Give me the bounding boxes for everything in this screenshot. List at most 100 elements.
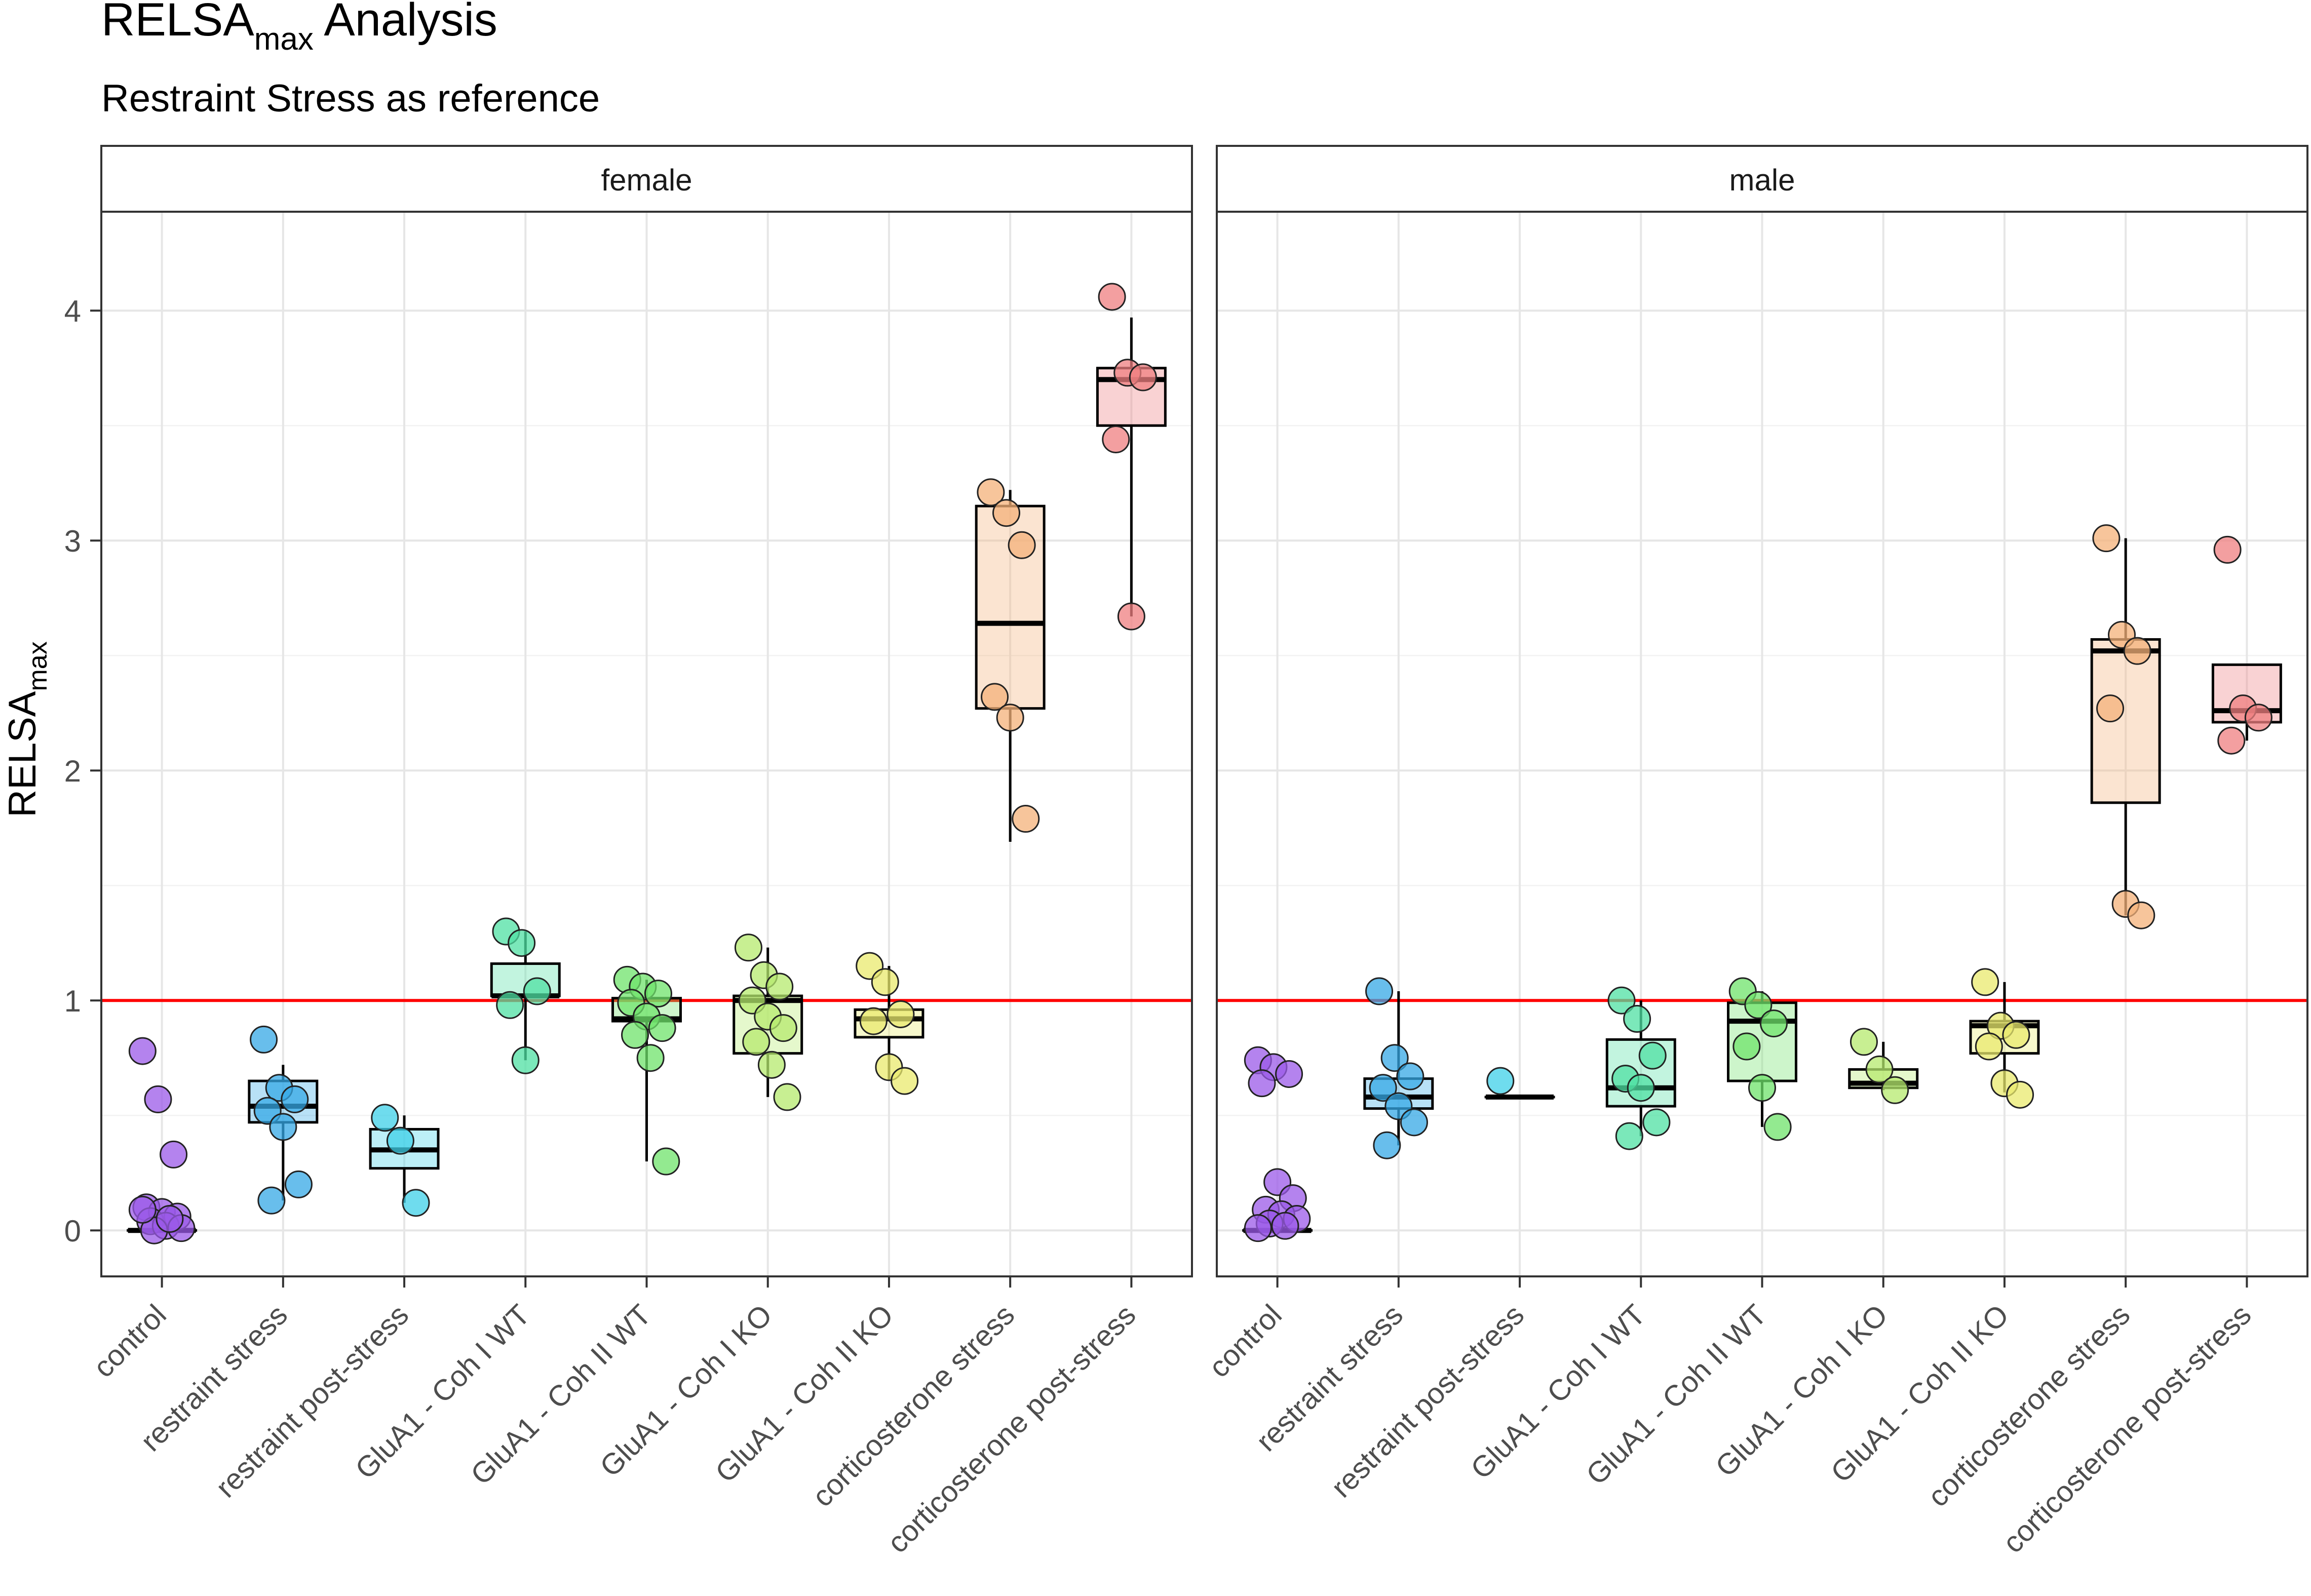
data-point: [284, 1170, 313, 1198]
data-point: [2123, 637, 2151, 665]
boxplot-restraint-stress: [1363, 977, 1434, 1159]
data-point: [977, 478, 1005, 507]
boxplot-corticosterone-post-stress: [2211, 535, 2282, 755]
data-point: [1975, 1032, 2003, 1061]
data-point: [2213, 535, 2242, 564]
boxplot-glua1-coh-i-ko: [733, 933, 803, 1111]
boxplot-glua1-coh-ii-ko: [854, 952, 925, 1095]
data-point: [1732, 1032, 1761, 1061]
data-point: [2096, 694, 2125, 723]
data-point: [859, 1007, 888, 1035]
boxplot-glua1-coh-ii-wt: [1727, 977, 1797, 1141]
data-point: [1400, 1108, 1428, 1137]
data-point: [2244, 704, 2273, 732]
data-point: [981, 683, 1009, 711]
data-point: [1365, 977, 1394, 1005]
data-point: [769, 1014, 797, 1042]
data-point: [2217, 726, 2246, 755]
boxplot-glua1-coh-i-wt: [490, 917, 561, 1074]
data-point: [144, 1085, 172, 1113]
facet-strip: [100, 145, 1193, 213]
data-point: [2127, 901, 2155, 929]
data-point: [734, 933, 762, 962]
chart-title-rest: Analysis: [314, 0, 497, 46]
data-point: [1865, 1055, 1894, 1083]
x-tick-label: corticosterone post-stress: [1996, 1298, 2258, 1560]
data-point: [1248, 1069, 1276, 1098]
y-tick-label: 3: [64, 524, 81, 558]
chart-subtitle: Restraint Stress as reference: [101, 77, 600, 120]
chart-title: RELSAmax Analysis: [101, 0, 497, 57]
data-point: [1744, 991, 1773, 1019]
data-point: [2002, 1021, 2030, 1049]
facet-strip: [1216, 145, 2308, 213]
y-tick-label: 2: [64, 754, 81, 788]
data-point: [1881, 1076, 1909, 1104]
boxplot-control: [127, 1037, 198, 1244]
boxplot-restraint-post-stress: [369, 1104, 440, 1217]
data-point: [128, 1195, 157, 1224]
data-point: [1607, 986, 1636, 1015]
data-point: [511, 1046, 540, 1074]
x-tick-label: control: [87, 1298, 173, 1384]
data-point: [257, 1186, 286, 1215]
data-point: [1623, 1005, 1651, 1033]
y-tick-label: 0: [64, 1214, 81, 1248]
boxplot-control: [1242, 1046, 1313, 1242]
boxplot-glua1-coh-i-wt: [1605, 986, 1676, 1150]
box-iqr: [2090, 638, 2161, 804]
data-point: [281, 1085, 309, 1113]
data-point: [648, 1014, 676, 1042]
x-tick-label: control: [1203, 1298, 1288, 1384]
data-point: [386, 1126, 414, 1155]
data-point: [1748, 1074, 1776, 1102]
data-point: [250, 1025, 278, 1054]
facet-strip-label: female: [601, 163, 692, 197]
data-point: [1759, 1009, 1788, 1038]
x-tick-label: corticosterone stress: [806, 1298, 1021, 1513]
data-point: [523, 977, 551, 1005]
data-point: [773, 1083, 801, 1111]
data-point: [1098, 283, 1126, 311]
data-point: [1850, 1028, 1878, 1056]
data-point: [636, 1044, 665, 1072]
data-point: [1763, 1113, 1792, 1141]
data-point: [652, 1147, 680, 1176]
y-axis-label: RELSAmax: [1, 641, 53, 817]
data-point: [1129, 363, 1157, 392]
data-point: [1486, 1067, 1515, 1095]
boxplot-restraint-stress: [248, 1025, 319, 1215]
data-point: [1275, 1060, 1303, 1088]
boxplot-corticosterone-stress: [2090, 524, 2161, 929]
data-point: [765, 972, 794, 1001]
data-point: [644, 980, 672, 1008]
data-point: [508, 929, 536, 957]
data-point: [1638, 1041, 1667, 1070]
x-tick-label: corticosterone stress: [1921, 1298, 2136, 1513]
boxplot-corticosterone-post-stress: [1096, 283, 1167, 631]
boxplot-corticosterone-stress: [975, 478, 1046, 842]
data-point: [1642, 1108, 1671, 1137]
box-iqr: [975, 504, 1046, 710]
boxplot-glua1-coh-i-ko: [1848, 1028, 1919, 1104]
data-point: [496, 991, 524, 1019]
x-tick-label: corticosterone post-stress: [881, 1298, 1142, 1560]
data-point: [2092, 524, 2121, 553]
chart-title-subscript: max: [254, 22, 314, 57]
boxplot-glua1-coh-ii-ko: [1969, 968, 2040, 1109]
data-point: [871, 968, 899, 996]
data-point: [160, 1140, 188, 1169]
data-point: [128, 1037, 157, 1065]
data-point: [1369, 1074, 1397, 1102]
data-point: [1971, 968, 1999, 996]
data-point: [1102, 425, 1130, 453]
data-point: [891, 1067, 919, 1095]
data-point: [1008, 531, 1036, 559]
y-tick-label: 4: [64, 294, 81, 328]
data-point: [1271, 1212, 1299, 1240]
data-point: [1615, 1122, 1643, 1150]
data-point: [269, 1113, 297, 1141]
data-point: [156, 1205, 184, 1233]
